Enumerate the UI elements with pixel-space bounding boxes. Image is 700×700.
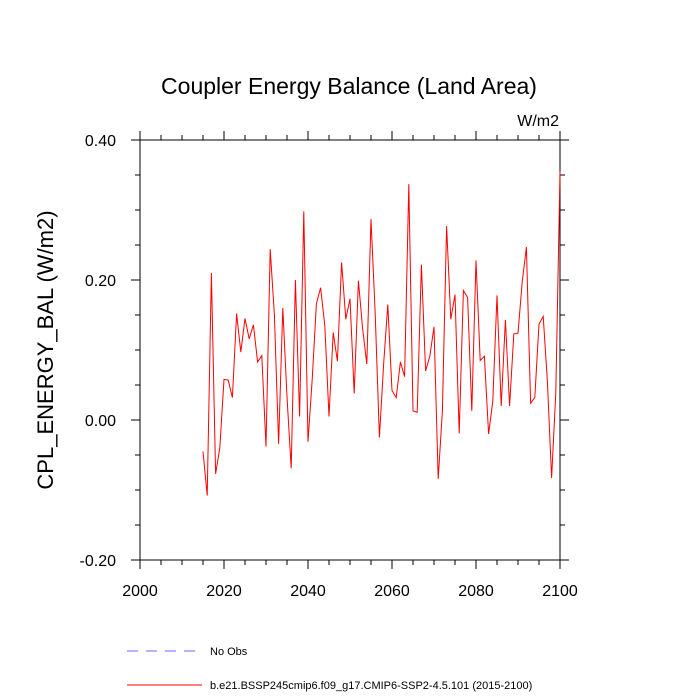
x-tick-label: 2040: [290, 583, 326, 600]
legend-label-no-obs: No Obs: [210, 646, 248, 658]
axis-tick-labels: 2000 2020 2040 2060 2080 2100 -0.20 0.00 0.20 0.4…: [80, 133, 578, 600]
series-lines: [202, 171, 561, 496]
y-tick-label: 0.20: [85, 273, 116, 290]
x-tick-label: 2020: [206, 583, 242, 600]
plot-frame: [139, 139, 561, 561]
series-line-1: [202, 171, 561, 496]
y-tick-label: -0.20: [80, 553, 117, 570]
x-tick-label: 2100: [542, 583, 578, 600]
legend-label-model: b.e21.BSSP245cmip6.f09_g17.CMIP6-SSP2-4.…: [210, 680, 532, 692]
y-tick-label: 0.00: [85, 413, 116, 430]
y-axis-label: CPL_ENERGY_BAL (W/m2): [33, 210, 58, 489]
y-tick-label: 0.40: [85, 133, 116, 150]
legend: No Obs b.e21.BSSP245cmip6.f09_g17.CMIP6-…: [127, 646, 532, 692]
x-tick-label: 2000: [122, 583, 158, 600]
axis-ticks: [131, 131, 569, 569]
chart-title: Coupler Energy Balance (Land Area): [161, 73, 537, 99]
x-tick-label: 2080: [458, 583, 494, 600]
x-tick-label: 2060: [374, 583, 410, 600]
units-label: W/m2: [517, 113, 559, 130]
